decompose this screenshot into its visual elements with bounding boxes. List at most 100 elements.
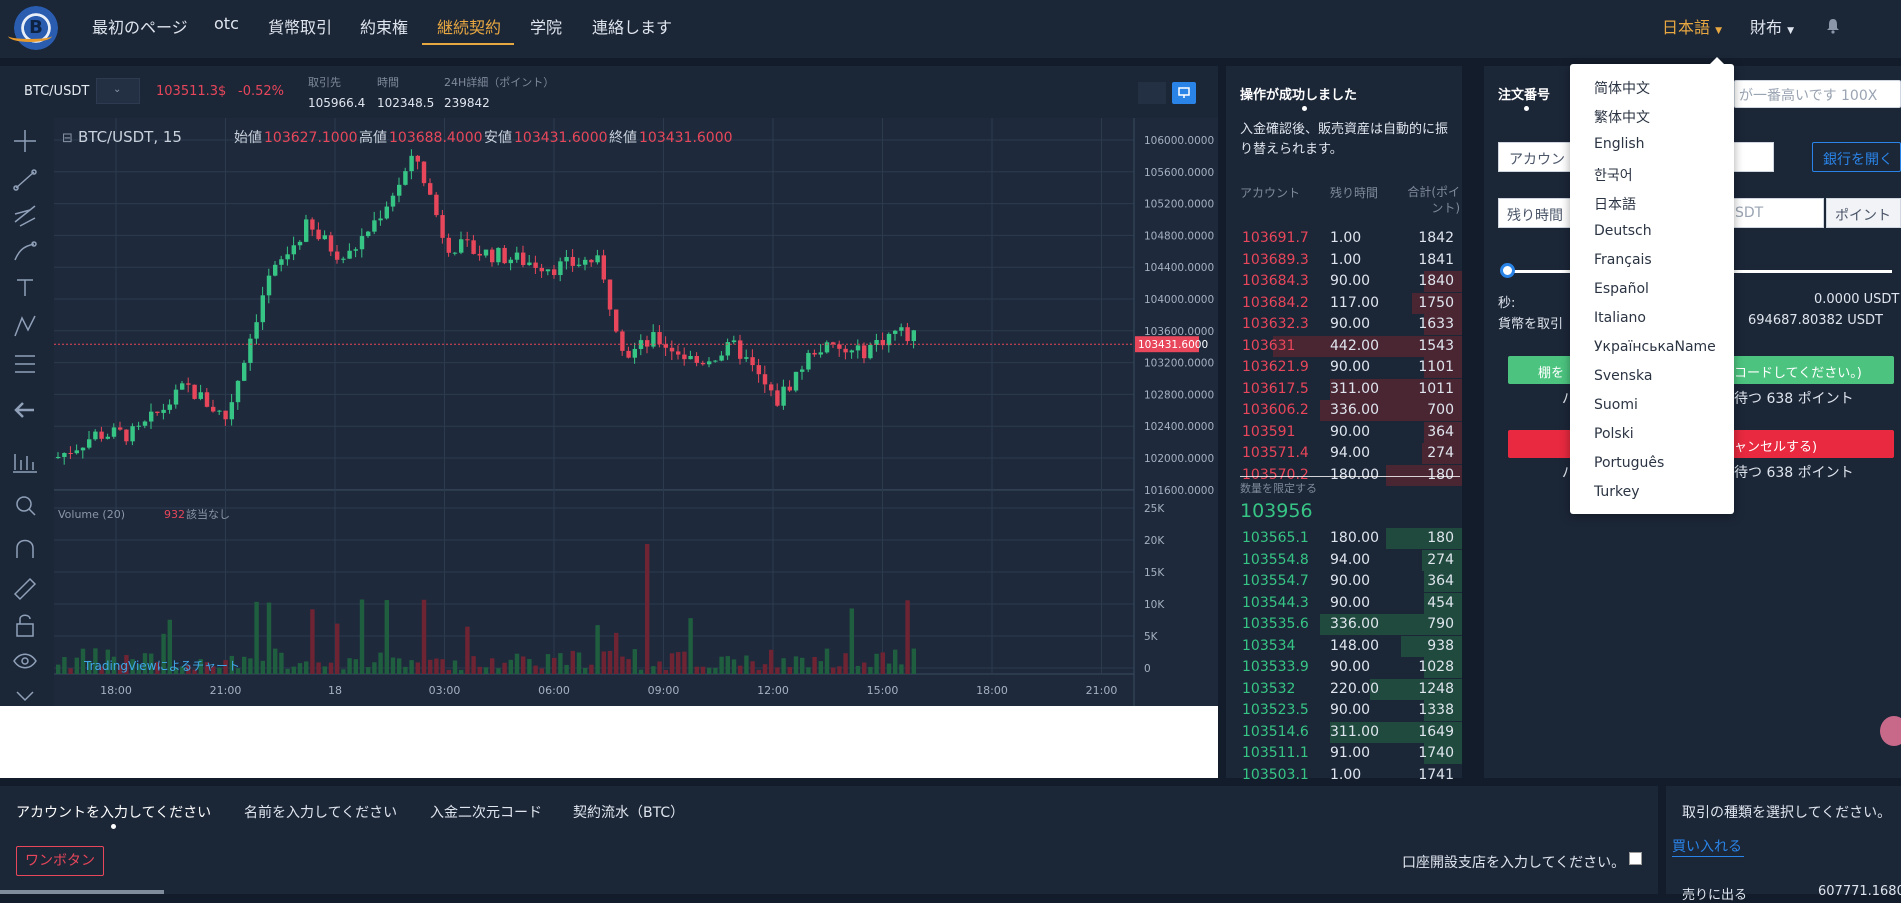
language-option[interactable]: English bbox=[1594, 136, 1645, 152]
language-option[interactable]: 繁体中文 bbox=[1594, 110, 1650, 126]
nav-spot[interactable]: 貨幣取引 bbox=[268, 18, 333, 37]
bid-row[interactable]: 103554.8 94.00 274 bbox=[1226, 549, 1462, 571]
bid-row[interactable]: 103544.3 90.00 454 bbox=[1226, 592, 1462, 614]
tab-account[interactable]: アカウントを入力してください bbox=[16, 805, 212, 821]
pattern-icon[interactable] bbox=[14, 315, 36, 337]
trendline-icon[interactable] bbox=[13, 169, 37, 191]
ask-row[interactable]: 103591 90.00 364 bbox=[1226, 421, 1462, 443]
volume-bar bbox=[130, 659, 135, 674]
language-option[interactable]: Suomi bbox=[1594, 397, 1638, 413]
indicators-icon[interactable] bbox=[13, 454, 37, 473]
bid-row[interactable]: 103523.5 90.00 1338 bbox=[1226, 700, 1462, 721]
bid-row[interactable]: 103565.1 180.00 180 bbox=[1226, 528, 1462, 549]
candle-up bbox=[130, 426, 135, 442]
nav-contact[interactable]: 連絡します bbox=[592, 18, 673, 37]
ask-row[interactable]: 103571.4 94.00 274 bbox=[1226, 443, 1462, 464]
brush-icon[interactable] bbox=[14, 241, 37, 261]
open-bank-button[interactable]: 銀行を開く bbox=[1812, 142, 1901, 172]
ask-row[interactable]: 103684.3 90.00 1840 bbox=[1226, 271, 1462, 292]
bid-row[interactable]: 103533.9 90.00 1028 bbox=[1226, 657, 1462, 678]
language-option[interactable]: Svenska bbox=[1594, 368, 1653, 384]
language-option[interactable]: Português bbox=[1594, 455, 1665, 471]
price-tick-label: 105600.0000 bbox=[1144, 167, 1214, 179]
language-option[interactable]: Italiano bbox=[1594, 310, 1646, 326]
zoom-icon[interactable] bbox=[16, 496, 36, 516]
fullscreen-button[interactable] bbox=[1172, 82, 1196, 104]
one-click-button[interactable]: ワンボタン bbox=[16, 846, 104, 876]
language-option[interactable]: УкраїнськаName bbox=[1594, 339, 1716, 355]
bid-total: 1338 bbox=[1418, 702, 1454, 718]
tab-contract-flow[interactable]: 契約流水（BTC） bbox=[573, 805, 685, 821]
language-option[interactable]: Deutsch bbox=[1594, 223, 1652, 239]
volume-bar bbox=[390, 657, 396, 674]
tab-qr[interactable]: 入金二次元コード bbox=[430, 805, 542, 821]
bid-row[interactable]: 103534 148.00 938 bbox=[1226, 635, 1462, 657]
chevron-down-icon[interactable] bbox=[16, 691, 34, 702]
ask-row[interactable]: 103684.2 117.00 1750 bbox=[1226, 292, 1462, 314]
open-bank-label: 銀行を開く bbox=[1823, 152, 1893, 168]
ask-price: 103571.4 bbox=[1242, 445, 1309, 461]
bid-row[interactable]: 103514.6 311.00 1649 bbox=[1226, 721, 1462, 743]
leverage-input[interactable]: が一番高いです 100X bbox=[1734, 80, 1901, 108]
ask-row[interactable]: 103632.3 90.00 1633 bbox=[1226, 314, 1462, 335]
language-option[interactable]: 한국어 bbox=[1594, 168, 1633, 184]
text-icon[interactable] bbox=[17, 279, 33, 296]
bid-row[interactable]: 103511.1 91.00 1740 bbox=[1226, 743, 1462, 764]
ask-row[interactable]: 103689.3 1.00 1841 bbox=[1226, 250, 1462, 271]
ask-row[interactable]: 103606.2 336.00 700 bbox=[1226, 400, 1462, 421]
chat-bubble-icon[interactable] bbox=[1880, 716, 1901, 746]
lock-pencil-icon[interactable] bbox=[13, 577, 37, 601]
buy-in-link[interactable]: 買い入れる bbox=[1672, 839, 1742, 855]
ask-amount: 117.00 bbox=[1330, 294, 1379, 311]
volume-bar bbox=[682, 651, 687, 674]
tab-order-number[interactable]: 注文番号 bbox=[1498, 88, 1551, 103]
chart-settings-button[interactable] bbox=[1138, 82, 1166, 104]
lock-icon[interactable] bbox=[16, 614, 34, 637]
amount-slider-handle[interactable] bbox=[1500, 263, 1515, 278]
ask-row[interactable]: 103570.2 180.00 180 bbox=[1226, 464, 1462, 486]
volume-bar bbox=[638, 669, 644, 674]
bid-row[interactable]: 103554.7 90.00 364 bbox=[1226, 571, 1462, 592]
arrow-left-icon[interactable] bbox=[14, 402, 34, 418]
bid-row[interactable]: 103535.6 336.00 790 bbox=[1226, 614, 1462, 635]
language-option[interactable]: 简体中文 bbox=[1594, 81, 1650, 97]
nav-perpetual[interactable]: 継続契約 bbox=[437, 18, 502, 37]
branch-checkbox[interactable] bbox=[1629, 852, 1642, 865]
language-dropdown[interactable]: 日本語 ▼ bbox=[1662, 14, 1722, 38]
nav-otc[interactable]: otc bbox=[214, 14, 239, 33]
language-option[interactable]: Español bbox=[1594, 281, 1649, 297]
volume-bar bbox=[366, 667, 371, 674]
volume-bar bbox=[800, 657, 805, 674]
nav-options[interactable]: 約束権 bbox=[360, 18, 409, 37]
symbol-dropdown[interactable]: ⌄ bbox=[96, 78, 140, 104]
magnet-icon[interactable] bbox=[16, 539, 34, 559]
horizontal-scrollbar[interactable] bbox=[0, 890, 164, 894]
wallet-dropdown[interactable]: 財布 ▼ bbox=[1750, 14, 1794, 38]
language-option[interactable]: Français bbox=[1594, 252, 1652, 268]
ask-row[interactable]: 103631 442.00 1543 bbox=[1226, 335, 1462, 357]
candle-up bbox=[806, 352, 811, 370]
measure-icon[interactable] bbox=[15, 355, 35, 373]
language-option[interactable]: Polski bbox=[1594, 426, 1634, 442]
price-chart[interactable]: 106000.0000 105600.0000 105200.0000 104800.… bbox=[54, 118, 1218, 706]
eye-icon[interactable] bbox=[13, 653, 37, 669]
candle-up bbox=[688, 355, 693, 360]
fib-icon[interactable] bbox=[14, 205, 36, 227]
nav-home[interactable]: 最初のページ bbox=[92, 18, 188, 37]
candlestick-chart[interactable]: 106000.0000 105600.0000 105200.0000 104800.… bbox=[54, 118, 1218, 706]
tradingview-watermark: TradingViewによるチャート bbox=[83, 659, 240, 673]
bid-row[interactable]: 103503.1 1.00 1741 bbox=[1226, 765, 1462, 786]
tab-name[interactable]: 名前を入力してください bbox=[244, 805, 398, 821]
ask-row[interactable]: 103621.9 90.00 1101 bbox=[1226, 357, 1462, 378]
bid-row[interactable]: 103532 220.00 1248 bbox=[1226, 678, 1462, 700]
language-option[interactable]: Turkey bbox=[1594, 484, 1640, 500]
bell-icon[interactable] bbox=[1826, 18, 1840, 34]
ask-row[interactable]: 103617.5 311.00 1011 bbox=[1226, 378, 1462, 400]
ask-row[interactable]: 103691.7 1.00 1842 bbox=[1226, 228, 1462, 249]
crosshair-icon[interactable] bbox=[14, 130, 36, 152]
language-option[interactable]: 日本語 bbox=[1594, 197, 1636, 213]
candle-down bbox=[465, 239, 470, 241]
nav-academy[interactable]: 学院 bbox=[530, 18, 563, 37]
ask-total: 364 bbox=[1427, 423, 1454, 440]
logo-icon[interactable]: B bbox=[14, 6, 58, 50]
